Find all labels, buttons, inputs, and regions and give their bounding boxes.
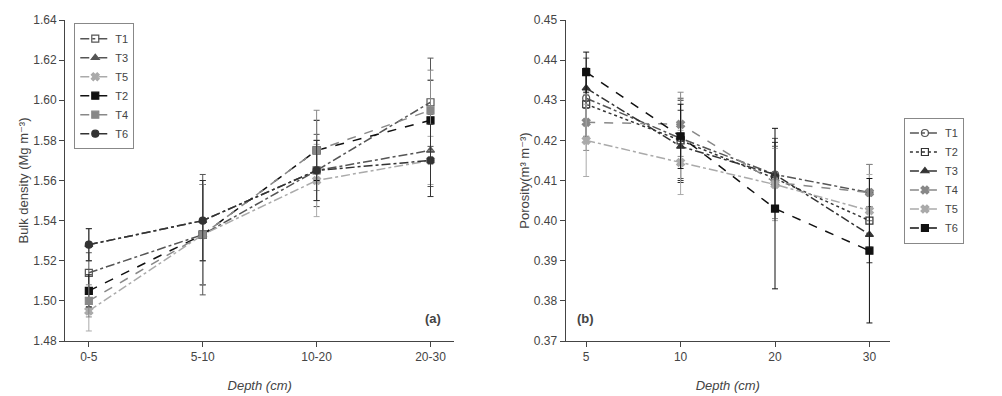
svg-text:T4: T4: [115, 109, 128, 121]
svg-text:T4: T4: [945, 184, 958, 196]
svg-text:0.44: 0.44: [534, 53, 558, 67]
svg-text:0.39: 0.39: [534, 254, 558, 268]
svg-text:Porosity(m³ m⁻³): Porosity(m³ m⁻³): [517, 132, 532, 228]
svg-text:0.40: 0.40: [534, 214, 558, 228]
svg-text:0.41: 0.41: [534, 174, 558, 188]
svg-text:0.38: 0.38: [534, 294, 558, 308]
svg-text:20-30: 20-30: [415, 350, 446, 364]
svg-text:1.56: 1.56: [33, 174, 57, 188]
svg-text:T5: T5: [115, 71, 128, 83]
svg-text:T2: T2: [115, 90, 128, 102]
svg-text:0.42: 0.42: [534, 134, 558, 148]
svg-text:20: 20: [768, 350, 782, 364]
svg-text:1.60: 1.60: [33, 93, 57, 107]
svg-text:(b): (b): [577, 311, 594, 326]
svg-text:1.58: 1.58: [33, 134, 57, 148]
svg-text:T1: T1: [945, 127, 958, 139]
svg-text:T6: T6: [945, 222, 958, 234]
svg-text:Bulk density (Mg m⁻³): Bulk density (Mg m⁻³): [16, 117, 31, 243]
svg-text:10-20: 10-20: [301, 350, 332, 364]
svg-text:T2: T2: [945, 146, 958, 158]
svg-text:1.48: 1.48: [33, 334, 57, 348]
svg-text:Depth (cm): Depth (cm): [228, 378, 292, 393]
svg-text:0.43: 0.43: [534, 93, 558, 107]
svg-text:1.54: 1.54: [33, 214, 57, 228]
svg-text:30: 30: [863, 350, 877, 364]
svg-text:T5: T5: [945, 203, 958, 215]
svg-text:(a): (a): [425, 311, 441, 326]
svg-text:1.52: 1.52: [33, 254, 57, 268]
svg-text:0.37: 0.37: [534, 334, 558, 348]
svg-text:T3: T3: [945, 165, 958, 177]
svg-text:5: 5: [583, 350, 590, 364]
svg-text:Depth (cm): Depth (cm): [696, 378, 760, 393]
svg-text:T6: T6: [115, 128, 128, 140]
svg-text:10: 10: [674, 350, 688, 364]
svg-text:1.64: 1.64: [33, 13, 57, 27]
svg-text:T1: T1: [115, 33, 128, 45]
svg-text:T3: T3: [115, 52, 128, 64]
svg-text:1.62: 1.62: [33, 53, 57, 67]
svg-text:0-5: 0-5: [80, 350, 98, 364]
svg-text:0.45: 0.45: [534, 13, 558, 27]
svg-text:5-10: 5-10: [191, 350, 215, 364]
svg-text:1.50: 1.50: [33, 294, 57, 308]
